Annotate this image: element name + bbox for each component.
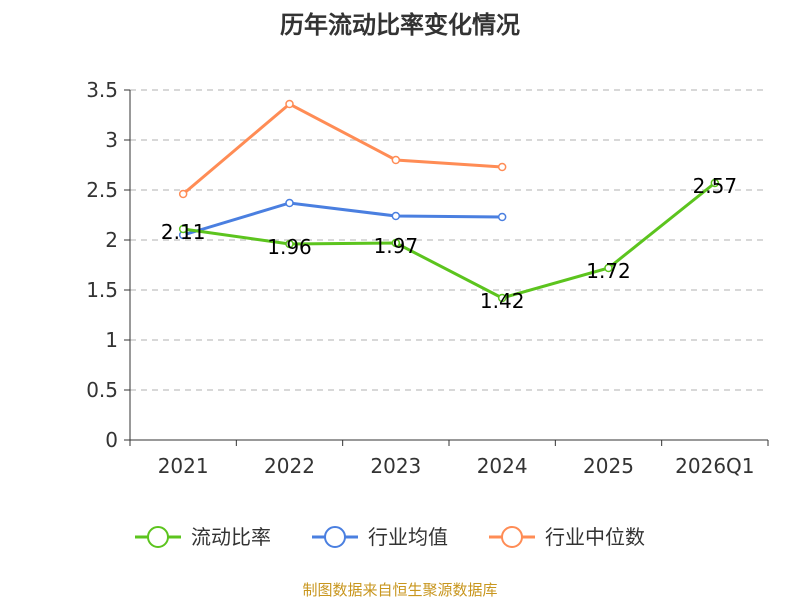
legend-circle-icon bbox=[147, 526, 169, 548]
x-tick-label: 2024 bbox=[477, 454, 528, 478]
y-tick-label: 1.5 bbox=[86, 278, 118, 302]
y-tick-label: 3.5 bbox=[86, 78, 118, 102]
data-point bbox=[497, 212, 507, 222]
legend-item[interactable]: 流动比率 bbox=[135, 525, 271, 549]
data-point bbox=[604, 263, 613, 273]
legend-label: 流动比率 bbox=[191, 525, 271, 549]
series-line bbox=[182, 181, 716, 300]
data-point bbox=[391, 238, 401, 248]
legend-item[interactable]: 行业均值 bbox=[312, 525, 448, 549]
data-label: 1.72 bbox=[586, 259, 631, 283]
legend-label: 行业中位数 bbox=[545, 525, 645, 549]
data-label: 1.96 bbox=[267, 235, 312, 259]
data-point bbox=[178, 224, 188, 234]
x-tick-label: 2022 bbox=[264, 454, 315, 478]
legend-label: 行业均值 bbox=[368, 525, 448, 549]
data-point bbox=[285, 99, 294, 109]
y-tick-label: 2 bbox=[105, 228, 118, 252]
data-label: 2.11 bbox=[161, 220, 206, 244]
chart-title: 历年流动比率变化情况 bbox=[280, 11, 520, 39]
data-point bbox=[285, 239, 294, 249]
data-label: 1.42 bbox=[480, 289, 525, 313]
data-point bbox=[391, 155, 401, 165]
data-point bbox=[497, 162, 507, 172]
data-point bbox=[497, 293, 507, 303]
x-tick-label: 2026Q1 bbox=[675, 454, 754, 478]
legend-circle-icon bbox=[324, 526, 346, 548]
series-line bbox=[182, 102, 503, 196]
y-tick-label: 3 bbox=[105, 128, 118, 152]
source-note: 制图数据来自恒生聚源数据库 bbox=[302, 581, 497, 599]
x-tick-label: 2023 bbox=[370, 454, 421, 478]
x-tick-label: 2025 bbox=[583, 454, 634, 478]
legend-circle-icon bbox=[501, 526, 523, 548]
y-tick-label: 1 bbox=[105, 328, 118, 352]
series-line bbox=[182, 201, 503, 237]
y-tick-label: 0.5 bbox=[86, 378, 118, 402]
data-label: 1.97 bbox=[374, 234, 419, 258]
data-point bbox=[178, 189, 188, 199]
y-tick-label: 2.5 bbox=[86, 178, 118, 202]
legend-item[interactable]: 行业中位数 bbox=[489, 525, 645, 549]
data-label: 2.57 bbox=[693, 174, 738, 198]
data-point bbox=[391, 211, 401, 221]
data-point bbox=[285, 198, 294, 208]
y-tick-label: 0 bbox=[105, 428, 118, 452]
data-point bbox=[710, 178, 720, 188]
x-tick-label: 2021 bbox=[158, 454, 209, 478]
